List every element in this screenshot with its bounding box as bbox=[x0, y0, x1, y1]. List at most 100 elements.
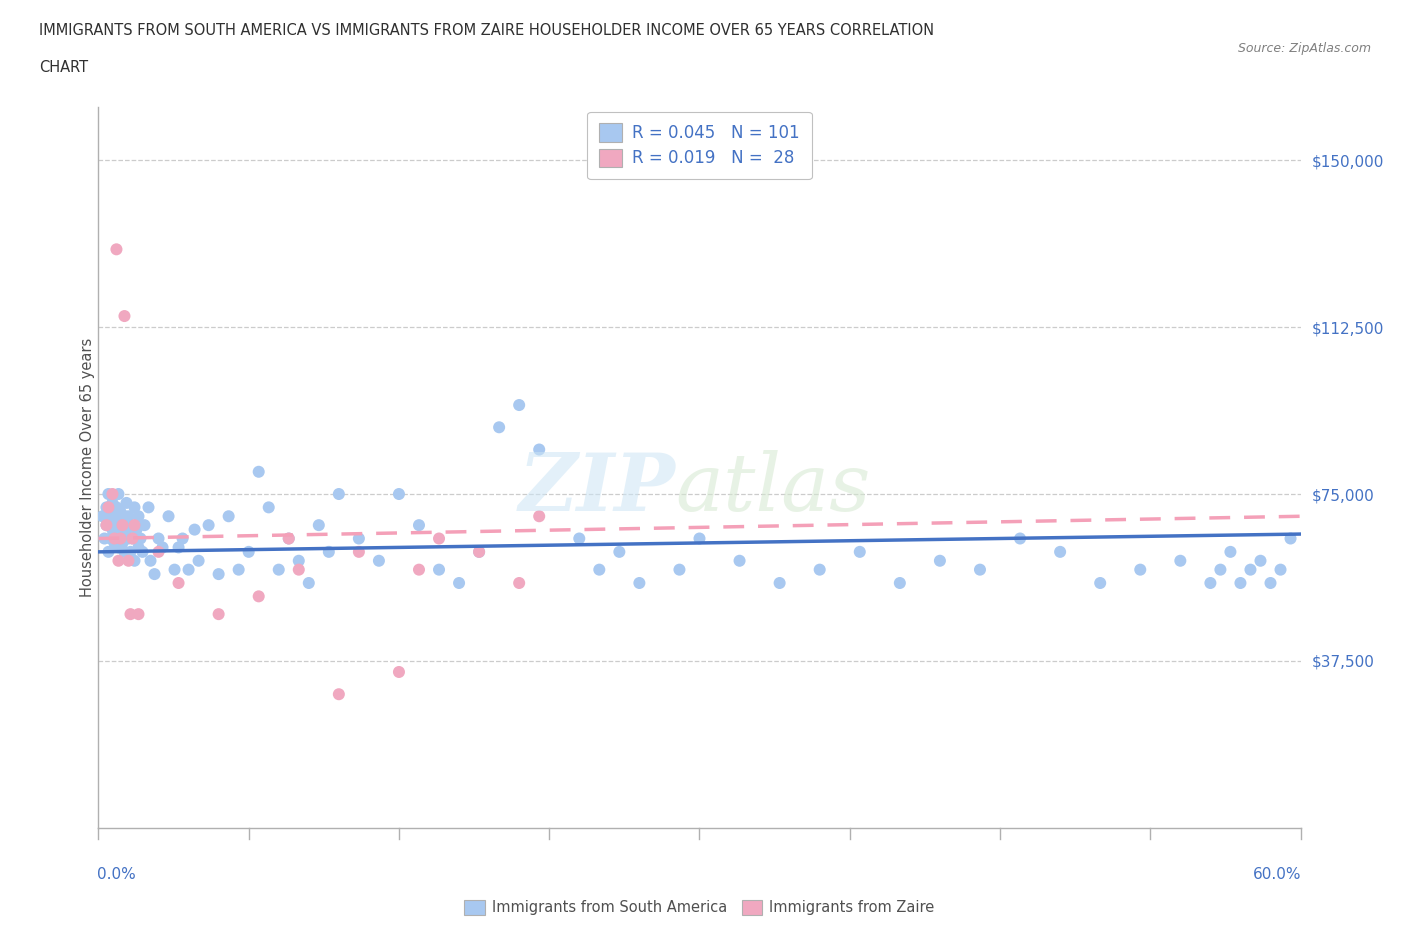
Point bbox=[110, 531, 132, 546]
Point bbox=[105, 500, 128, 515]
Point bbox=[96, 518, 118, 533]
Point bbox=[114, 309, 136, 324]
Point bbox=[247, 464, 270, 479]
Point bbox=[120, 544, 142, 559]
Point bbox=[1279, 531, 1302, 546]
Point bbox=[468, 544, 491, 559]
Point bbox=[93, 531, 115, 546]
Point bbox=[728, 553, 751, 568]
Point bbox=[148, 531, 170, 546]
Text: Source: ZipAtlas.com: Source: ZipAtlas.com bbox=[1237, 42, 1371, 55]
Point bbox=[849, 544, 872, 559]
Point bbox=[238, 544, 260, 559]
Point bbox=[408, 518, 430, 533]
Point bbox=[508, 576, 530, 591]
Point bbox=[808, 563, 831, 578]
Point bbox=[408, 563, 430, 578]
Point bbox=[318, 544, 340, 559]
Point bbox=[172, 531, 194, 546]
Point bbox=[117, 531, 139, 546]
Point bbox=[889, 576, 911, 591]
Point bbox=[328, 486, 350, 501]
Point bbox=[111, 536, 134, 551]
Text: CHART: CHART bbox=[39, 60, 89, 75]
Point bbox=[117, 553, 139, 568]
Point bbox=[143, 566, 166, 581]
Point bbox=[97, 500, 120, 515]
Point bbox=[128, 540, 150, 555]
Y-axis label: Householder Income Over 65 years: Householder Income Over 65 years bbox=[80, 338, 94, 597]
Point bbox=[328, 686, 350, 701]
Point bbox=[388, 665, 411, 680]
Point bbox=[107, 540, 129, 555]
Point bbox=[101, 496, 124, 511]
Point bbox=[427, 531, 450, 546]
Point bbox=[105, 242, 128, 257]
Point bbox=[157, 509, 180, 524]
Point bbox=[111, 518, 134, 533]
Point bbox=[468, 544, 491, 559]
Point bbox=[100, 531, 122, 546]
Point bbox=[131, 544, 153, 559]
Point bbox=[114, 544, 136, 559]
Point bbox=[218, 509, 240, 524]
Point bbox=[121, 531, 143, 546]
Point bbox=[107, 513, 129, 528]
Point bbox=[111, 518, 134, 533]
Point bbox=[1010, 531, 1032, 546]
Point bbox=[1129, 563, 1152, 578]
Point bbox=[97, 544, 120, 559]
Point bbox=[107, 553, 129, 568]
Point bbox=[97, 486, 120, 501]
Point bbox=[347, 531, 370, 546]
Point bbox=[110, 526, 132, 541]
Point bbox=[121, 531, 143, 546]
Point bbox=[267, 563, 290, 578]
Point bbox=[124, 518, 146, 533]
Point bbox=[100, 509, 122, 524]
Point bbox=[163, 563, 186, 578]
Point bbox=[167, 540, 190, 555]
Point bbox=[298, 576, 321, 591]
Point bbox=[208, 566, 231, 581]
Text: ZIP: ZIP bbox=[519, 450, 675, 527]
Point bbox=[969, 563, 991, 578]
Point bbox=[177, 563, 200, 578]
Point bbox=[1239, 563, 1261, 578]
Point bbox=[488, 419, 510, 434]
Point bbox=[1199, 576, 1222, 591]
Point bbox=[308, 518, 330, 533]
Point bbox=[1170, 553, 1192, 568]
Point bbox=[277, 531, 299, 546]
Point bbox=[183, 522, 205, 537]
Point bbox=[125, 522, 148, 537]
Point bbox=[139, 553, 162, 568]
Point bbox=[1209, 563, 1232, 578]
Point bbox=[134, 518, 156, 533]
Point bbox=[568, 531, 591, 546]
Point bbox=[347, 544, 370, 559]
Point bbox=[107, 486, 129, 501]
Point bbox=[427, 563, 450, 578]
Point bbox=[148, 544, 170, 559]
Point bbox=[388, 486, 411, 501]
Point bbox=[115, 522, 138, 537]
Point bbox=[110, 504, 132, 519]
Point bbox=[228, 563, 250, 578]
Point bbox=[768, 576, 790, 591]
Point bbox=[609, 544, 631, 559]
Point bbox=[128, 606, 150, 621]
Point bbox=[1229, 576, 1251, 591]
Point bbox=[257, 500, 280, 515]
Point bbox=[277, 531, 299, 546]
Point bbox=[1049, 544, 1071, 559]
Point bbox=[187, 553, 209, 568]
Point bbox=[120, 606, 142, 621]
Point bbox=[688, 531, 710, 546]
Point bbox=[167, 576, 190, 591]
Point bbox=[247, 589, 270, 604]
Point bbox=[508, 398, 530, 413]
Point bbox=[1260, 576, 1282, 591]
Point bbox=[114, 509, 136, 524]
Point bbox=[1250, 553, 1272, 568]
